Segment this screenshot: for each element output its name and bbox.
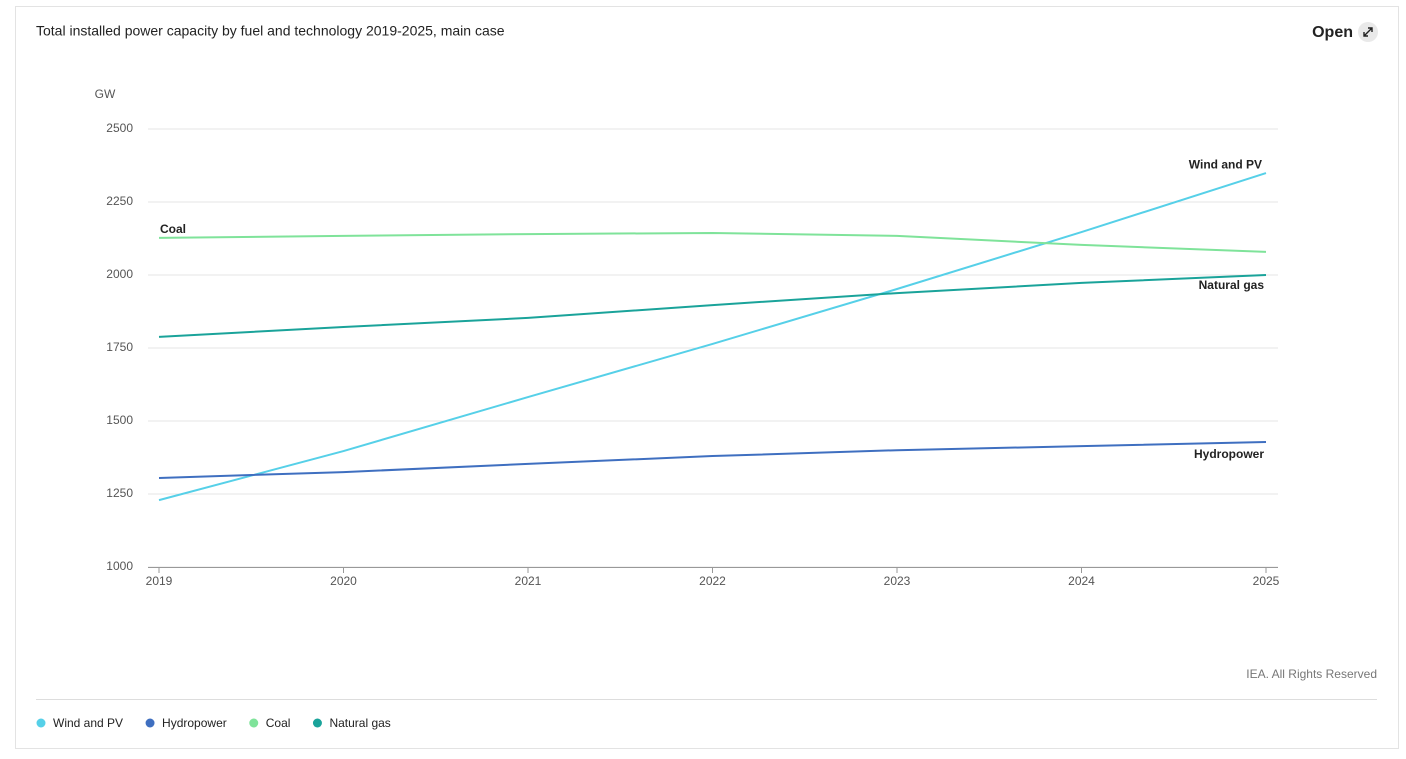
series-label: Hydropower	[1194, 447, 1264, 461]
series-line	[158, 441, 1267, 479]
legend-swatch	[249, 718, 259, 728]
x-tick-label: 2025	[1253, 574, 1280, 588]
series-line	[158, 231, 1267, 253]
legend-label: Coal	[266, 716, 291, 730]
y-tick-label: 2000	[106, 267, 133, 281]
legend-swatch	[36, 718, 46, 728]
y-tick-label: 1500	[106, 413, 133, 427]
series-label: Wind and PV	[1189, 157, 1262, 171]
legend-label: Natural gas	[329, 716, 390, 730]
x-tick-label: 2022	[699, 574, 726, 588]
legend-swatch	[145, 718, 155, 728]
x-tick-label: 2019	[146, 574, 173, 588]
legend-label: Hydropower	[162, 716, 227, 730]
y-tick-label: 1750	[106, 340, 133, 354]
open-arrow[interactable]	[1363, 27, 1373, 37]
frame	[15, 6, 1399, 749]
y-tick-label: 2500	[106, 121, 133, 135]
x-tick-label: 2024	[1068, 574, 1095, 588]
series-line	[158, 274, 1267, 338]
y-tick-label: 1250	[106, 486, 133, 500]
open-button[interactable]: Open	[1312, 22, 1378, 42]
y-axis-label: GW	[95, 87, 116, 101]
series-label: Natural gas	[1199, 278, 1265, 292]
series-line	[158, 172, 1267, 502]
open-label[interactable]: Open	[1312, 24, 1353, 41]
series-label: Coal	[160, 222, 186, 236]
legend-swatch	[312, 718, 322, 728]
y-tick-label: 2250	[106, 194, 133, 208]
chart-title: Total installed power capacity by fuel a…	[36, 23, 505, 39]
x-tick-label: 2020	[330, 574, 357, 588]
legend-label: Wind and PV	[53, 716, 123, 730]
x-tick-label: 2021	[515, 574, 542, 588]
credit: IEA. All Rights Reserved	[1246, 667, 1377, 681]
x-tick-label: 2023	[884, 574, 911, 588]
y-tick-label: 1000	[106, 559, 133, 573]
